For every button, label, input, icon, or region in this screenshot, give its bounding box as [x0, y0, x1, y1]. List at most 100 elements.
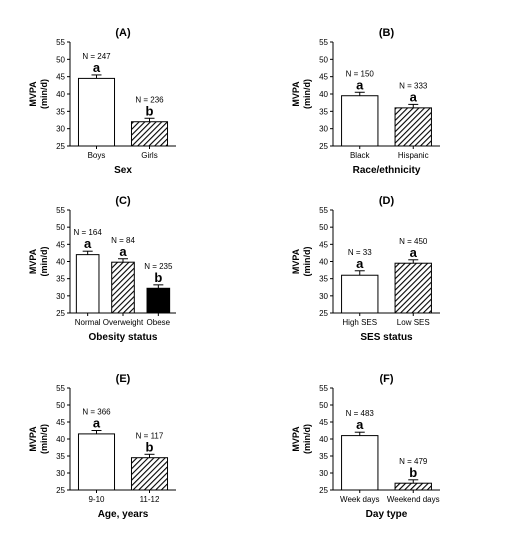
y-tick-label: 30	[56, 469, 65, 478]
y-axis-label-line-2: (min/d)	[39, 424, 49, 454]
x-tick-label: Week days	[340, 495, 379, 504]
bar	[146, 287, 171, 314]
significance-letter: a	[119, 244, 127, 259]
y-tick-label: 50	[56, 401, 65, 410]
y-tick-label: 50	[319, 55, 328, 64]
sample-size-label: N = 247	[82, 52, 111, 61]
y-axis-label-line-2: (min/d)	[302, 247, 312, 277]
y-tick-label: 50	[319, 401, 328, 410]
bar	[111, 261, 135, 314]
x-axis-label: Day type	[366, 509, 408, 520]
y-tick-label: 55	[56, 384, 65, 393]
y-axis-label-line-2: (min/d)	[302, 79, 312, 109]
y-axis-label-line-2: (min/d)	[39, 79, 49, 109]
bar	[341, 274, 379, 314]
y-tick-label: 30	[319, 125, 328, 134]
bar	[341, 95, 379, 147]
panel-title: (B)	[379, 27, 395, 39]
y-tick-label: 55	[319, 38, 328, 47]
y-tick-label: 40	[319, 435, 328, 444]
y-axis-label: MVPA (min/d)	[291, 79, 312, 109]
y-axis-label-line-2: (min/d)	[302, 424, 312, 454]
sample-size-label: N = 117	[136, 431, 164, 440]
y-tick-label: 35	[56, 107, 65, 116]
panel-title: (C)	[115, 195, 131, 207]
y-tick-label: 25	[56, 309, 65, 318]
panel-title: (A)	[115, 27, 131, 39]
x-tick-label: Low SES	[397, 318, 430, 327]
y-tick-label: 50	[56, 55, 65, 64]
y-tick-label: 45	[319, 240, 328, 249]
x-tick-label: Black	[350, 151, 371, 160]
x-tick-label: 11-12	[140, 495, 160, 504]
y-tick-label: 45	[319, 73, 328, 82]
y-tick-label: 40	[319, 90, 328, 99]
bar	[130, 121, 169, 147]
y-axis-label: MVPA (min/d)	[291, 424, 312, 454]
sample-size-label: N = 150	[346, 69, 375, 78]
x-tick-label: Boys	[88, 151, 106, 160]
y-tick-label: 45	[56, 240, 65, 249]
y-axis-label-line-1: MVPA	[291, 426, 301, 452]
y-tick-label: 55	[319, 206, 328, 215]
significance-letter: b	[146, 103, 154, 118]
x-tick-label: Obese	[147, 318, 171, 327]
y-axis-label-line-1: MVPA	[28, 426, 38, 452]
y-tick-label: 25	[319, 309, 328, 318]
x-axis-label: SES status	[360, 332, 413, 343]
sample-size-label: N = 479	[399, 457, 428, 466]
y-axis-label-line-1: MVPA	[28, 248, 38, 274]
x-tick-label: Girls	[141, 151, 157, 160]
bar	[394, 262, 432, 314]
x-axis-label: Obesity status	[89, 332, 158, 343]
chart-panel-a: (A) 25 30 35 40 45 50 55 MVPA (min/d) aN = 247 Boys…	[28, 27, 176, 176]
panel-title: (F)	[379, 373, 393, 385]
y-axis-label: MVPA (min/d)	[28, 247, 49, 277]
x-axis-label: Race/ethnicity	[353, 165, 421, 176]
significance-letter: a	[93, 416, 101, 431]
bar	[77, 433, 116, 491]
y-tick-label: 40	[319, 258, 328, 267]
y-tick-label: 55	[319, 384, 328, 393]
y-tick-label: 40	[56, 90, 65, 99]
x-tick-label: Overweight	[103, 318, 144, 327]
y-tick-label: 25	[56, 142, 65, 151]
y-axis-label-line-2: (min/d)	[39, 247, 49, 277]
y-axis-label: MVPA (min/d)	[28, 424, 49, 454]
significance-letter: a	[356, 417, 364, 432]
x-axis-label: Sex	[114, 165, 132, 176]
y-tick-label: 30	[56, 125, 65, 134]
sample-size-label: N = 450	[399, 237, 428, 246]
y-axis-label: MVPA (min/d)	[28, 79, 49, 109]
panel-title: (E)	[116, 373, 131, 385]
significance-letter: a	[410, 245, 418, 260]
y-tick-label: 55	[56, 206, 65, 215]
significance-letter: b	[409, 465, 417, 480]
y-tick-label: 35	[319, 275, 328, 284]
y-tick-label: 30	[319, 292, 328, 301]
chart-panel-e: (E) 25 30 35 40 45 50 55 MVPA (min/d) aN = 366 9-10…	[28, 373, 176, 520]
y-tick-label: 40	[56, 258, 65, 267]
x-tick-label: 9-10	[88, 495, 105, 504]
significance-letter: a	[356, 77, 364, 92]
y-tick-label: 35	[56, 452, 65, 461]
sample-size-label: N = 235	[144, 262, 173, 271]
y-axis-label: MVPA (min/d)	[291, 247, 312, 277]
y-axis-label-line-1: MVPA	[291, 81, 301, 107]
bar	[130, 457, 169, 491]
y-tick-label: 35	[319, 452, 328, 461]
bar	[394, 107, 432, 147]
bar	[75, 254, 100, 314]
bar	[341, 435, 379, 491]
significance-letter: b	[154, 270, 162, 285]
significance-letter: a	[84, 236, 92, 251]
y-tick-label: 55	[56, 38, 65, 47]
y-tick-label: 50	[56, 223, 65, 232]
y-axis-label-line-1: MVPA	[28, 81, 38, 107]
bar	[77, 77, 116, 147]
y-tick-label: 45	[56, 418, 65, 427]
x-tick-label: High SES	[342, 318, 377, 327]
